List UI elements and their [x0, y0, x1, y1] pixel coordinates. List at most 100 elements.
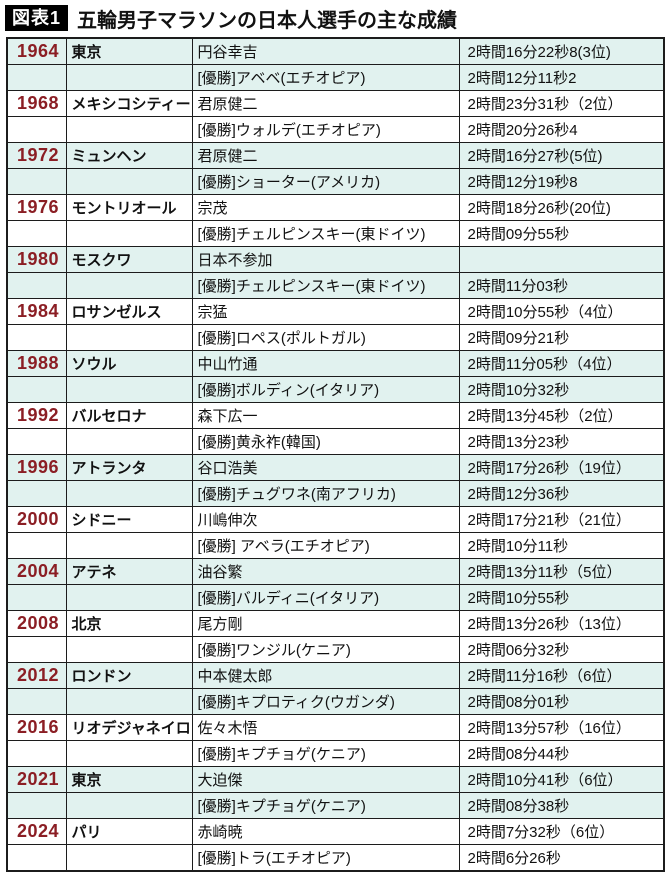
athlete-cell: 尾方剛	[191, 610, 460, 637]
athlete-cell: 谷口浩美	[191, 454, 460, 481]
city-empty-cell	[65, 688, 193, 715]
table-row-athlete: 1980 モスクワ 日本不参加	[6, 246, 665, 273]
winner-cell: [優勝]バルディニ(イタリア)	[191, 584, 460, 611]
year-cell: 1992	[6, 402, 67, 429]
city-cell: ミュンヘン	[65, 142, 193, 169]
results-table: 1964 東京 円谷幸吉 2時間16分22秒8(3位) [優勝]アベベ(エチオピア) 2時…	[6, 37, 665, 872]
city-cell: メキシコシティー	[65, 90, 193, 117]
winner-cell: [優勝]ロペス(ポルトガル)	[191, 324, 460, 351]
athlete-cell: 油谷繁	[191, 558, 460, 585]
city-cell: 東京	[65, 37, 193, 65]
year-cell: 1964	[6, 37, 67, 65]
year-empty-cell	[6, 740, 67, 767]
athlete-cell: 森下広一	[191, 402, 460, 429]
table-row-athlete: 2008 北京 尾方剛 2時間13分26秒（13位）	[6, 610, 665, 637]
table-row-athlete: 2024 パリ 赤崎暁 2時間7分32秒（6位）	[6, 818, 665, 845]
winner-cell: [優勝] アベラ(エチオピア)	[191, 532, 460, 559]
city-empty-cell	[65, 220, 193, 247]
table-row-athlete: 2021 東京 大迫傑 2時間10分41秒（6位）	[6, 766, 665, 793]
winner-time-cell: 2時間11分03秒	[458, 272, 665, 299]
winner-cell: [優勝]トラ(エチオピア)	[191, 844, 460, 872]
year-empty-cell	[6, 532, 67, 559]
year-cell: 2012	[6, 662, 67, 689]
year-cell: 1972	[6, 142, 67, 169]
athlete-time-cell: 2時間13分57秒（16位）	[458, 714, 665, 741]
athlete-cell: 君原健二	[191, 90, 460, 117]
winner-time-cell: 2時間20分26秒4	[458, 116, 665, 143]
city-empty-cell	[65, 740, 193, 767]
year-cell: 1976	[6, 194, 67, 221]
table-row-athlete: 2012 ロンドン 中本健太郎 2時間11分16秒（6位）	[6, 662, 665, 689]
year-empty-cell	[6, 688, 67, 715]
city-empty-cell	[65, 636, 193, 663]
city-empty-cell	[65, 532, 193, 559]
city-cell: パリ	[65, 818, 193, 845]
year-cell: 2024	[6, 818, 67, 845]
athlete-time-cell: 2時間17分26秒（19位）	[458, 454, 665, 481]
city-empty-cell	[65, 428, 193, 455]
athlete-time-cell: 2時間11分05秒（4位）	[458, 350, 665, 377]
table-row-athlete: 1996 アトランタ 谷口浩美 2時間17分26秒（19位）	[6, 454, 665, 481]
year-empty-cell	[6, 636, 67, 663]
table-row-winner: [優勝]チュグワネ(南アフリカ) 2時間12分36秒	[6, 480, 665, 507]
athlete-cell: 宗茂	[191, 194, 460, 221]
city-empty-cell	[65, 272, 193, 299]
winner-cell: [優勝]チェルピンスキー(東ドイツ)	[191, 220, 460, 247]
year-cell: 2016	[6, 714, 67, 741]
table-row-athlete: 2000 シドニー 川嶋伸次 2時間17分21秒（21位）	[6, 506, 665, 533]
table-row-winner: [優勝]ショーター(アメリカ) 2時間12分19秒8	[6, 168, 665, 195]
athlete-cell: 中山竹通	[191, 350, 460, 377]
athlete-time-cell: 2時間13分11秒（5位）	[458, 558, 665, 585]
year-empty-cell	[6, 64, 67, 91]
year-cell: 2008	[6, 610, 67, 637]
year-cell: 1984	[6, 298, 67, 325]
winner-cell: [優勝]キプチョゲ(ケニア)	[191, 792, 460, 819]
winner-cell: [優勝]黄永祚(韓国)	[191, 428, 460, 455]
athlete-cell: 大迫傑	[191, 766, 460, 793]
city-cell: アテネ	[65, 558, 193, 585]
table-row-winner: [優勝]バルディニ(イタリア) 2時間10分55秒	[6, 584, 665, 611]
winner-time-cell: 2時間10分11秒	[458, 532, 665, 559]
year-empty-cell	[6, 116, 67, 143]
table-row-winner: [優勝]トラ(エチオピア) 2時間6分26秒	[6, 844, 665, 872]
athlete-time-cell: 2時間10分55秒（4位）	[458, 298, 665, 325]
athlete-time-cell: 2時間17分21秒（21位）	[458, 506, 665, 533]
city-empty-cell	[65, 844, 193, 872]
athlete-time-cell: 2時間13分26秒（13位）	[458, 610, 665, 637]
table-row-winner: [優勝]キプロティク(ウガンダ) 2時間08分01秒	[6, 688, 665, 715]
winner-cell: [優勝]キプチョゲ(ケニア)	[191, 740, 460, 767]
athlete-time-cell	[458, 246, 665, 273]
year-cell: 1980	[6, 246, 67, 273]
winner-time-cell: 2時間08分01秒	[458, 688, 665, 715]
results-table-body: 1964 東京 円谷幸吉 2時間16分22秒8(3位) [優勝]アベベ(エチオピア) 2時…	[6, 37, 665, 872]
city-empty-cell	[65, 376, 193, 403]
year-cell: 2021	[6, 766, 67, 793]
year-cell: 1988	[6, 350, 67, 377]
city-empty-cell	[65, 168, 193, 195]
athlete-time-cell: 2時間11分16秒（6位）	[458, 662, 665, 689]
city-cell: ロンドン	[65, 662, 193, 689]
year-empty-cell	[6, 792, 67, 819]
athlete-cell: 君原健二	[191, 142, 460, 169]
year-cell: 1968	[6, 90, 67, 117]
city-cell: バルセロナ	[65, 402, 193, 429]
figure-number-badge: 図表1	[5, 5, 69, 31]
year-empty-cell	[6, 220, 67, 247]
city-cell: 北京	[65, 610, 193, 637]
page-title: 五輪男子マラソンの日本人選手の主な成績	[77, 9, 458, 32]
table-row-athlete: 2016 リオデジャネイロ 佐々木悟 2時間13分57秒（16位）	[6, 714, 665, 741]
city-cell: モントリオール	[65, 194, 193, 221]
year-cell: 2000	[6, 506, 67, 533]
table-row-winner: [優勝]チェルピンスキー(東ドイツ) 2時間09分55秒	[6, 220, 665, 247]
city-cell: リオデジャネイロ	[65, 714, 193, 741]
table-row-winner: [優勝]アベベ(エチオピア) 2時間12分11秒2	[6, 64, 665, 91]
winner-time-cell: 2時間08分38秒	[458, 792, 665, 819]
table-row-athlete: 1976 モントリオール 宗茂 2時間18分26秒(20位)	[6, 194, 665, 221]
table-row-athlete: 1972 ミュンヘン 君原健二 2時間16分27秒(5位)	[6, 142, 665, 169]
winner-time-cell: 2時間10分55秒	[458, 584, 665, 611]
athlete-time-cell: 2時間16分22秒8(3位)	[458, 37, 665, 65]
winner-cell: [優勝]チュグワネ(南アフリカ)	[191, 480, 460, 507]
athlete-cell: 宗猛	[191, 298, 460, 325]
table-row-athlete: 1992 バルセロナ 森下広一 2時間13分45秒（2位）	[6, 402, 665, 429]
year-empty-cell	[6, 376, 67, 403]
